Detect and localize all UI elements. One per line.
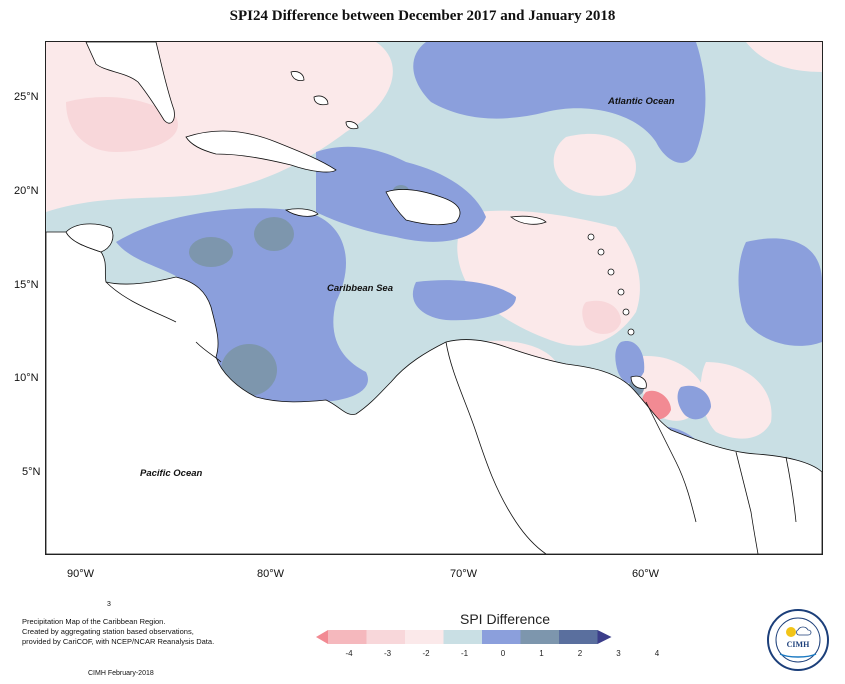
legend-swatch-5 xyxy=(482,630,521,644)
legend-swatch-6 xyxy=(520,630,559,644)
pink-zone-gulf-core xyxy=(66,97,178,152)
pink-zone-small xyxy=(582,300,621,334)
legend-swatch-1 xyxy=(328,630,367,644)
pink-zone-gulf xyxy=(46,42,393,212)
island-5 xyxy=(622,308,630,316)
border-central-america-1 xyxy=(105,281,177,323)
blue-zone-guyana-coast xyxy=(677,385,711,420)
florida xyxy=(85,42,175,124)
legend-tick-label: -3 xyxy=(384,649,392,658)
core-jamaica xyxy=(254,217,294,251)
wave-icon xyxy=(779,653,817,658)
legend-tick-label: -1 xyxy=(461,649,469,658)
legend-title: SPI Difference xyxy=(460,611,551,627)
blue-zone-east xyxy=(738,238,822,346)
blue-zone-central-caribbean xyxy=(412,280,516,321)
lat-tick-25: 25°N xyxy=(14,91,39,103)
cuba xyxy=(185,130,337,173)
pink-zone-ne xyxy=(746,42,822,72)
borders xyxy=(105,281,797,554)
legend-colorbar: -4 -3 -2 -1 0 1 2 3 4 xyxy=(316,630,660,658)
blue-zone-atlantic xyxy=(413,42,706,163)
footer-line-1: Precipitation Map of the Caribbean Regio… xyxy=(22,617,166,626)
sun-icon xyxy=(786,627,796,637)
footer-line-2: Created by aggregating station based obs… xyxy=(22,627,194,636)
island-6 xyxy=(627,328,635,336)
trinidad xyxy=(630,375,647,389)
lon-tick-90: 90°W xyxy=(67,568,95,580)
map-title: SPI24 Difference between December 2017 a… xyxy=(229,8,616,24)
legend-tick-label: 4 xyxy=(655,649,660,658)
lon-tick-60: 60°W xyxy=(632,568,660,580)
bahamas-3 xyxy=(345,121,359,130)
border-guyana-suriname xyxy=(735,451,759,554)
mainland xyxy=(46,231,822,554)
yucatan xyxy=(65,223,114,253)
atlantic-label: Atlantic Ocean xyxy=(607,96,675,107)
puerto-rico xyxy=(510,215,547,225)
footer-credit: CIMH February-2018 xyxy=(88,670,154,677)
spi-difference-map: Atlantic Ocean Caribbean Sea Pacific Oce… xyxy=(45,41,823,555)
legend-tick-label: 1 xyxy=(539,649,544,658)
map-canvas: Atlantic Ocean Caribbean Sea Pacific Oce… xyxy=(46,42,822,554)
footer-line-3: provided by CariCOF, with NCEP/NCAR Rean… xyxy=(22,637,215,646)
cloud-icon xyxy=(796,626,812,636)
legend-swatch-7 xyxy=(559,630,598,644)
legend-tick-label: 2 xyxy=(578,649,583,658)
bahamas-2 xyxy=(313,95,329,106)
logo-text: CIMH xyxy=(787,640,810,649)
footer-marker: 3 xyxy=(107,601,111,608)
lat-tick-10: 10°N xyxy=(14,372,39,384)
hispaniola xyxy=(385,189,461,226)
border-venezuela-guyana xyxy=(645,401,697,523)
pacific-label: Pacific Ocean xyxy=(140,468,203,479)
border-colombia-venezuela xyxy=(445,341,547,554)
legend-tick-label: -4 xyxy=(345,649,353,658)
footer-description: Precipitation Map of the Caribbean Regio… xyxy=(22,617,214,647)
cimh-logo: CIMH xyxy=(767,609,829,671)
island-4 xyxy=(617,288,625,296)
island-2 xyxy=(597,248,605,256)
border-central-america-2 xyxy=(195,341,222,363)
jamaica xyxy=(285,208,319,217)
legend-swatch-8 xyxy=(597,630,612,644)
bahamas-1 xyxy=(290,71,305,81)
legend-tick-label: 0 xyxy=(501,649,506,658)
legend-tick-label: 3 xyxy=(616,649,621,658)
pink-zone-guyana xyxy=(700,362,772,439)
caribbean-label: Caribbean Sea xyxy=(327,283,393,294)
island-3 xyxy=(607,268,615,276)
legend-swatch-3 xyxy=(405,630,444,644)
core-honduras xyxy=(189,237,233,267)
pink-zone-atlantic xyxy=(553,133,636,196)
blue-zone-caribbean xyxy=(116,208,368,405)
border-suriname-guiana xyxy=(785,456,797,523)
legend-swatch-2 xyxy=(366,630,405,644)
blue-zone-tobago xyxy=(615,341,645,384)
lat-tick-5: 5°N xyxy=(22,466,41,478)
legend-swatch-4 xyxy=(443,630,482,644)
land-masses xyxy=(46,42,822,554)
lat-tick-15: 15°N xyxy=(14,279,39,291)
lat-tick-20: 20°N xyxy=(14,185,39,197)
island-1 xyxy=(587,233,595,241)
legend-swatches xyxy=(316,630,612,644)
legend-swatch-0 xyxy=(316,630,328,644)
lon-tick-80: 80°W xyxy=(257,568,285,580)
legend-tick-labels: -4 -3 -2 -1 0 1 2 3 4 xyxy=(345,649,659,658)
legend-tick-label: -2 xyxy=(422,649,430,658)
lon-tick-70: 70°W xyxy=(450,568,478,580)
